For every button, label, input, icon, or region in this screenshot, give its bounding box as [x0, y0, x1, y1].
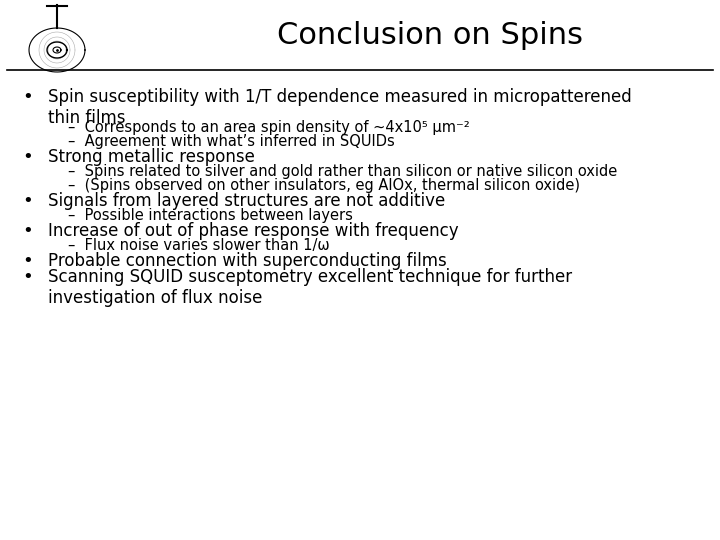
- Text: Conclusion on Spins: Conclusion on Spins: [277, 21, 583, 50]
- Text: •: •: [22, 192, 33, 210]
- Text: Spin susceptibility with 1/T dependence measured in micropatterened
thin films: Spin susceptibility with 1/T dependence …: [48, 88, 631, 127]
- Text: •: •: [22, 268, 33, 286]
- Text: Scanning SQUID susceptometry excellent technique for further
investigation of fl: Scanning SQUID susceptometry excellent t…: [48, 268, 572, 307]
- Text: Increase of out of phase response with frequency: Increase of out of phase response with f…: [48, 222, 459, 240]
- Text: –  Possible interactions between layers: – Possible interactions between layers: [68, 208, 353, 223]
- Text: –  Agreement with what’s inferred in SQUIDs: – Agreement with what’s inferred in SQUI…: [68, 134, 395, 149]
- Text: Signals from layered structures are not additive: Signals from layered structures are not …: [48, 192, 445, 210]
- Text: –  (Spins observed on other insulators, eg AlOx, thermal silicon oxide): – (Spins observed on other insulators, e…: [68, 178, 580, 193]
- Text: •: •: [22, 252, 33, 270]
- Text: –  Corresponds to an area spin density of ~4x10⁵ μm⁻²: – Corresponds to an area spin density of…: [68, 120, 469, 135]
- Text: Probable connection with superconducting films: Probable connection with superconducting…: [48, 252, 446, 270]
- Text: •: •: [22, 148, 33, 166]
- Text: •: •: [22, 222, 33, 240]
- Text: •: •: [22, 88, 33, 106]
- Text: –  Spins related to silver and gold rather than silicon or native silicon oxide: – Spins related to silver and gold rathe…: [68, 164, 617, 179]
- Text: Strong metallic response: Strong metallic response: [48, 148, 255, 166]
- Text: –  Flux noise varies slower than 1/ω: – Flux noise varies slower than 1/ω: [68, 238, 330, 253]
